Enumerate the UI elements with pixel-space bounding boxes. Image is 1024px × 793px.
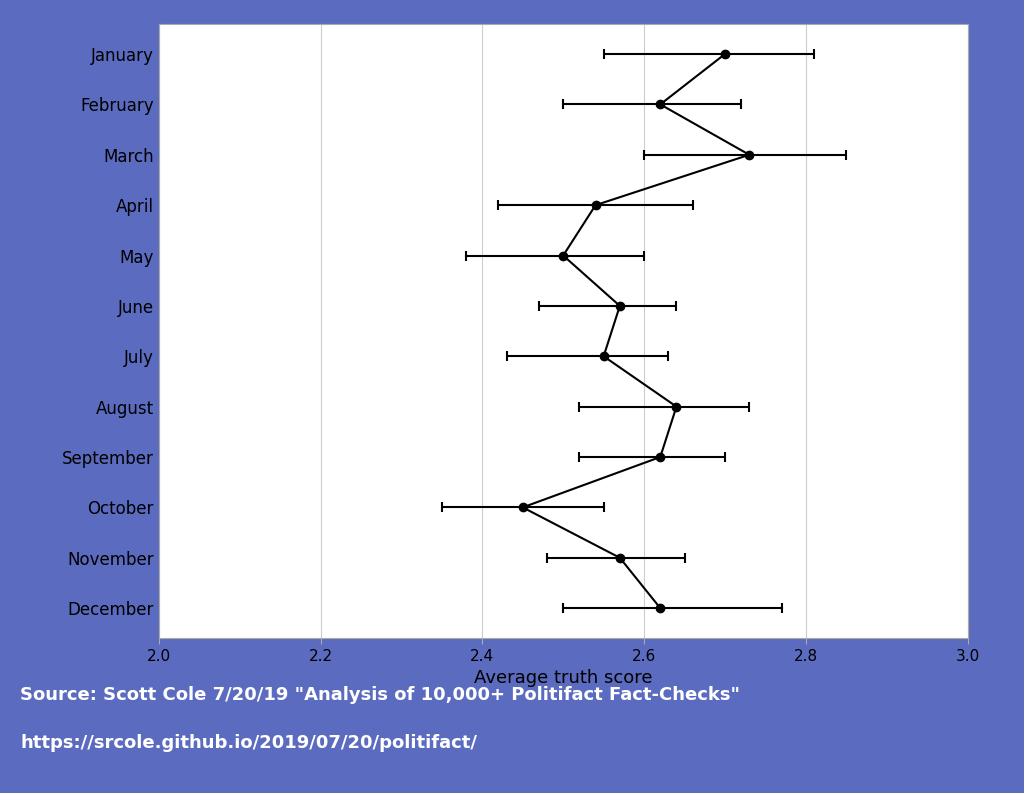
Text: Source: Scott Cole 7/20/19 "Analysis of 10,000+ Politifact Fact-Checks": Source: Scott Cole 7/20/19 "Analysis of … [20,686,740,704]
X-axis label: Average truth score: Average truth score [474,669,652,688]
Text: https://srcole.github.io/2019/07/20/politifact/: https://srcole.github.io/2019/07/20/poli… [20,734,477,752]
